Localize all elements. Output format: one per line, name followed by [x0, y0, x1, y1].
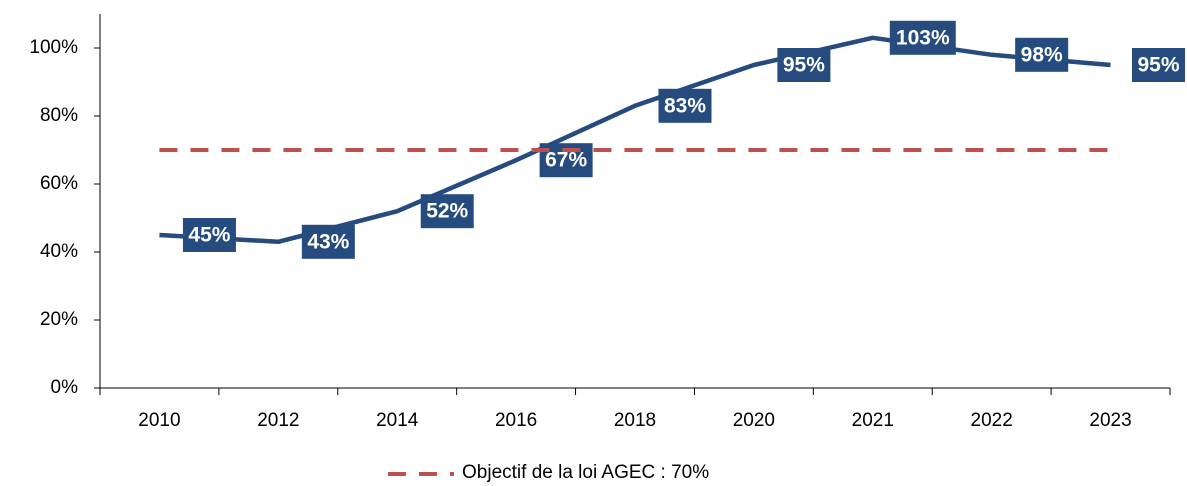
data-label: 95%	[783, 54, 825, 77]
x-tick-label: 2018	[614, 410, 656, 431]
x-tick-label: 2023	[1089, 410, 1131, 431]
data-label: 103%	[896, 26, 950, 49]
data-label-box	[420, 194, 474, 229]
data-label: 67%	[545, 149, 587, 172]
data-label: 98%	[1021, 43, 1063, 66]
y-tick-label: 100%	[29, 37, 78, 58]
x-tick-label: 2012	[257, 410, 299, 431]
data-label-box	[658, 88, 712, 123]
x-tick-label: 2014	[376, 410, 419, 431]
y-tick-label: 20%	[40, 309, 78, 330]
y-tick-label: 60%	[40, 173, 78, 194]
data-label-box	[182, 218, 236, 252]
x-tick-label: 2010	[138, 410, 180, 431]
data-label-box	[777, 48, 831, 82]
x-tick-label: 2022	[971, 410, 1013, 431]
data-label: 52%	[426, 200, 468, 223]
data-label: 95%	[1137, 54, 1179, 77]
y-tick-label: 80%	[40, 105, 78, 126]
y-tick-label: 40%	[40, 241, 78, 262]
data-label: 45%	[188, 224, 230, 247]
data-label-box	[1015, 37, 1069, 72]
data-label: 83%	[664, 94, 706, 117]
legend-label: Objectif de la loi AGEC : 70%	[462, 462, 709, 483]
line-series	[159, 35, 1111, 245]
x-tick-label: 2021	[852, 410, 894, 431]
data-label: 43%	[307, 230, 349, 253]
data-label-box	[889, 20, 956, 55]
x-tick-label: 2020	[733, 410, 775, 431]
y-tick-label: 0%	[51, 377, 79, 398]
x-tick-label: 2016	[495, 410, 537, 431]
data-label-box	[301, 224, 355, 259]
data-label-box	[1132, 48, 1185, 82]
